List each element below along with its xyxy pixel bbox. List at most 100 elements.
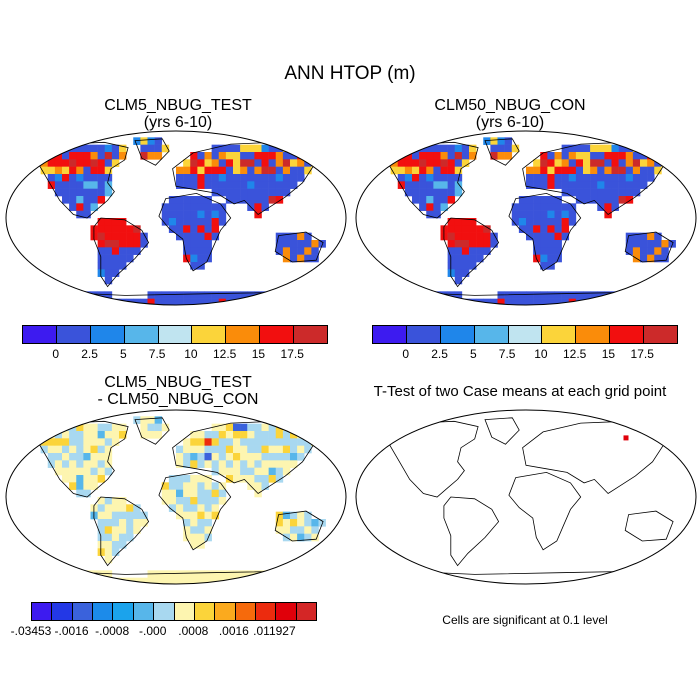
panel-title-control: CLM50_NBUG_CON (yrs 6-10) — [370, 97, 650, 131]
grid-cell — [268, 453, 277, 461]
grid-cell — [440, 203, 448, 211]
grid-cell — [197, 570, 205, 578]
grid-cell — [204, 174, 212, 182]
grid-cell — [183, 254, 191, 263]
grid-cell — [454, 247, 463, 255]
grid-cell — [33, 431, 41, 439]
grid-cell — [447, 262, 456, 270]
grid-cell — [461, 159, 470, 167]
grid-cell — [233, 181, 241, 189]
grid-cell — [133, 298, 141, 305]
grid-cell — [447, 144, 456, 153]
grid-cell — [119, 511, 127, 520]
grid-cell — [47, 423, 56, 432]
grid-cell — [440, 188, 448, 197]
grid-cell — [161, 291, 170, 299]
grid-cell — [640, 166, 648, 175]
grid-cell — [111, 533, 120, 542]
grid-cell — [190, 174, 198, 182]
grid-cell — [97, 144, 106, 153]
grid-cell — [218, 159, 227, 167]
grid-cell — [247, 577, 255, 584]
grid-cell — [311, 577, 319, 584]
colorbar-swatch — [192, 326, 227, 343]
grid-cell — [625, 152, 634, 160]
grid-cell — [290, 423, 298, 432]
grid-cell — [190, 152, 198, 160]
grid-cell — [282, 174, 291, 182]
colorbar-tick-label: -.0008 — [95, 624, 130, 638]
grid-cell — [233, 291, 241, 299]
grid-cell — [583, 152, 591, 160]
grid-cell — [483, 298, 491, 305]
grid-cell — [568, 188, 577, 197]
grid-cell — [625, 196, 634, 204]
panel-title-control-line1: CLM50_NBUG_CON — [434, 97, 586, 114]
grid-cell — [240, 291, 248, 299]
grid-cell — [518, 225, 527, 233]
grid-cell — [147, 152, 155, 160]
grid-cell — [83, 174, 91, 182]
grid-cell — [304, 533, 312, 542]
grid-cell — [297, 240, 305, 248]
grid-cell — [97, 240, 106, 248]
grid-cell — [275, 431, 284, 439]
grid-cell — [647, 298, 655, 305]
grid-cell — [183, 247, 191, 255]
grid-cell — [62, 174, 70, 182]
grid-cell — [554, 196, 562, 204]
coastline-greenland — [484, 417, 520, 445]
grid-cell — [140, 431, 148, 439]
colorbar-swatch — [226, 326, 261, 343]
grid-cell — [176, 570, 184, 578]
grid-cell — [282, 526, 291, 534]
grid-cell — [104, 269, 113, 277]
grid-cell — [111, 519, 120, 527]
colorbar-swatch — [440, 326, 475, 343]
coastline-southAmerica — [93, 217, 150, 288]
grid-cell — [218, 181, 227, 189]
grid-cell — [197, 254, 205, 263]
grid-cell — [490, 144, 498, 153]
grid-cell — [282, 166, 291, 175]
grid-cell — [583, 144, 591, 153]
grid-cell — [40, 570, 49, 578]
grid-cell — [632, 232, 641, 241]
grid-cell — [240, 181, 248, 189]
grid-cell — [640, 159, 648, 167]
grid-cell — [97, 291, 106, 299]
grid-cell — [90, 445, 98, 454]
grid-cell — [561, 181, 570, 189]
grid-cell — [190, 298, 198, 305]
grid-cell — [661, 152, 669, 160]
grid-cell — [526, 196, 534, 204]
grid-cell — [211, 298, 220, 305]
grid-cell — [225, 460, 234, 468]
grid-cell — [76, 431, 84, 439]
grid-cell — [433, 210, 441, 219]
grid-cell — [647, 247, 655, 255]
colorbar-swatch — [406, 326, 441, 343]
grid-cell — [469, 144, 477, 153]
grid-cell — [97, 298, 106, 305]
grid-cell — [275, 196, 284, 204]
grid-cell — [62, 460, 70, 468]
grid-cell — [647, 291, 655, 299]
grid-cell — [412, 291, 420, 299]
colorbar-tick-label: 12.5 — [562, 347, 587, 361]
grid-cell — [225, 467, 234, 476]
coastline-northAmerica — [381, 141, 479, 219]
grid-cell — [76, 291, 84, 299]
grid-cell — [618, 196, 627, 204]
grid-cell — [161, 298, 170, 305]
grid-cell — [290, 533, 298, 542]
coastline-australia — [274, 231, 324, 263]
grid-cell — [419, 291, 427, 299]
grid-cell — [561, 225, 570, 233]
colorbar-tick-label: 15 — [601, 347, 616, 361]
grid-cell — [640, 181, 648, 189]
grid-cell — [604, 152, 612, 160]
grid-cell — [318, 152, 326, 160]
grid-cell — [176, 174, 184, 182]
grid-cell — [62, 475, 70, 483]
